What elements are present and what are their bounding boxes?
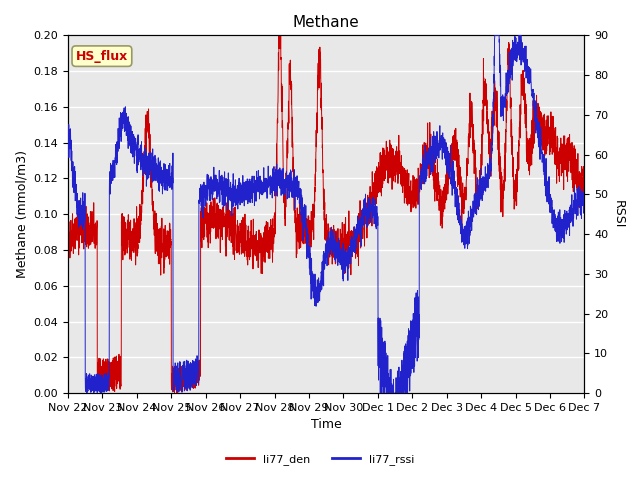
- X-axis label: Time: Time: [311, 419, 342, 432]
- Title: Methane: Methane: [293, 15, 360, 30]
- Legend: li77_den, li77_rssi: li77_den, li77_rssi: [221, 450, 419, 469]
- Y-axis label: Methane (mmol/m3): Methane (mmol/m3): [15, 150, 28, 278]
- Text: HS_flux: HS_flux: [76, 49, 128, 63]
- Y-axis label: RSSI: RSSI: [612, 200, 625, 228]
